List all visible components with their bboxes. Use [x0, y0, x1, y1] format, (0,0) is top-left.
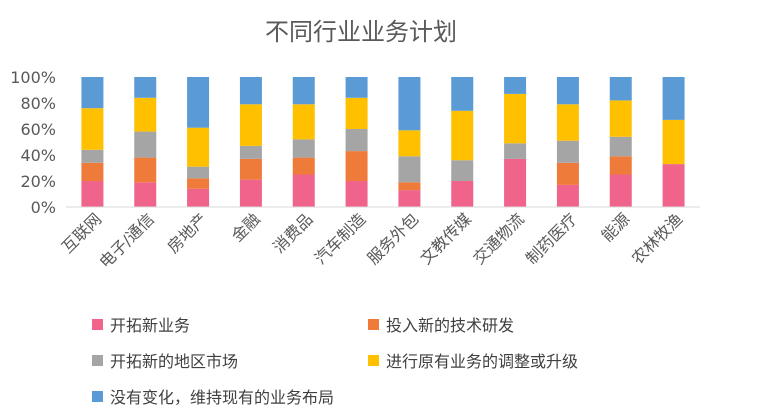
- legend-item-new-business: 开拓新业务: [92, 312, 190, 336]
- x-tick-label: 文教传媒: [416, 209, 475, 268]
- bar-segment: [609, 156, 632, 175]
- x-tick-label: 制药医疗: [522, 209, 581, 268]
- bar-segment: [556, 184, 579, 207]
- legend-label: 没有变化，维持现有的业务布局: [110, 388, 335, 407]
- bar-segment: [662, 164, 685, 207]
- bar-segment: [292, 104, 315, 140]
- legend-label: 开拓新的地区市场: [110, 352, 239, 371]
- bar-segment: [239, 145, 262, 159]
- y-tick-label: 20%: [20, 172, 56, 191]
- bar-segment: [134, 97, 157, 132]
- bar-segment: [239, 179, 262, 207]
- legend-swatch: [92, 390, 103, 402]
- bar-segment: [292, 174, 315, 207]
- y-axis-ticks: 0% 20% 40% 60% 80% 100%: [10, 68, 56, 217]
- bar-segment: [187, 166, 210, 179]
- x-tick-label: 农林牧渔: [628, 209, 687, 268]
- x-tick-label: 汽车制造: [311, 209, 370, 268]
- bar-segment: [187, 178, 210, 189]
- bar-segment: [134, 182, 157, 207]
- bar-segment: [239, 77, 262, 105]
- stacked-bar-chart: 不同行业业务计划 0% 20% 40% 60% 80% 100% 互联网电子/通信 房地产金…: [10, 18, 700, 272]
- bar-segment: [345, 129, 368, 152]
- legend-item-adjust-upgrade: 进行原有业务的调整或升级: [368, 348, 578, 372]
- x-tick-label: 交通物流: [469, 209, 528, 268]
- x-tick-label: 互联网: [58, 209, 105, 256]
- bar-segment: [504, 158, 527, 207]
- bar-segment: [345, 151, 368, 181]
- bar-segment: [451, 77, 474, 111]
- bar-segment: [504, 77, 527, 94]
- legend-label: 投入新的技术研发: [386, 316, 515, 335]
- bar-segment: [345, 181, 368, 207]
- bar-segment: [134, 131, 157, 158]
- bar-segment: [662, 77, 685, 120]
- bar-segment: [556, 140, 579, 163]
- y-tick-label: 60%: [20, 120, 56, 139]
- legend-item-no-change: 没有变化，维持现有的业务布局: [92, 384, 334, 408]
- legend-swatch: [368, 318, 379, 330]
- y-tick-label: 80%: [20, 94, 56, 113]
- bar-segment: [187, 188, 210, 207]
- legend-swatch: [92, 318, 103, 330]
- bar-segment: [398, 156, 421, 183]
- legend-item-tech-rd: 投入新的技术研发: [368, 312, 514, 336]
- bar-segment: [609, 174, 632, 207]
- bar-segment: [239, 104, 262, 146]
- bar-segment: [556, 77, 579, 105]
- y-tick-label: 100%: [10, 68, 56, 87]
- x-tick-label: 能源: [598, 209, 634, 245]
- x-tick-label: 金融: [228, 209, 264, 245]
- bar-segment: [662, 119, 685, 165]
- y-tick-label: 40%: [20, 146, 56, 165]
- bar-segment: [451, 181, 474, 207]
- bar-segment: [134, 157, 157, 183]
- legend-swatch: [92, 354, 103, 366]
- bar-segment: [292, 157, 315, 175]
- bar-segment: [187, 127, 210, 167]
- bars-group: [81, 77, 685, 207]
- bar-segment: [398, 182, 421, 191]
- legend-swatch: [368, 354, 379, 366]
- legend-label: 进行原有业务的调整或升级: [386, 352, 579, 371]
- bar-segment: [292, 139, 315, 158]
- x-tick-label: 消费品: [269, 209, 316, 256]
- bar-segment: [187, 77, 210, 128]
- chart-title: 不同行业业务计划: [265, 18, 457, 46]
- bar-segment: [292, 77, 315, 105]
- bar-segment: [504, 143, 527, 159]
- bar-segment: [398, 130, 421, 157]
- legend-label: 开拓新业务: [110, 316, 191, 335]
- x-tick-label: 服务外包: [364, 209, 423, 268]
- bar-segment: [398, 190, 421, 207]
- x-tick-label: 房地产: [164, 209, 211, 256]
- legend-item-new-region: 开拓新的地区市场: [92, 348, 238, 372]
- bar-segment: [81, 149, 104, 163]
- bar-segment: [81, 77, 104, 109]
- bar-segment: [81, 162, 104, 181]
- bar-segment: [609, 77, 632, 101]
- bar-segment: [609, 100, 632, 137]
- bar-segment: [556, 104, 579, 141]
- bar-segment: [609, 136, 632, 157]
- bar-segment: [451, 160, 474, 181]
- y-tick-label: 0%: [31, 198, 56, 217]
- bar-segment: [345, 77, 368, 98]
- bar-segment: [451, 110, 474, 161]
- bar-segment: [239, 158, 262, 180]
- bar-segment: [556, 162, 579, 185]
- bar-segment: [398, 77, 421, 131]
- bar-segment: [134, 77, 157, 98]
- x-tick-label: 电子/通信: [96, 209, 159, 272]
- bar-segment: [81, 108, 104, 150]
- bar-segment: [81, 181, 104, 207]
- bar-segment: [345, 97, 368, 129]
- legend: 开拓新业务 投入新的技术研发 开拓新的地区市场 进行原有业务的调整或升级 没有变…: [92, 312, 692, 408]
- bar-segment: [504, 93, 527, 144]
